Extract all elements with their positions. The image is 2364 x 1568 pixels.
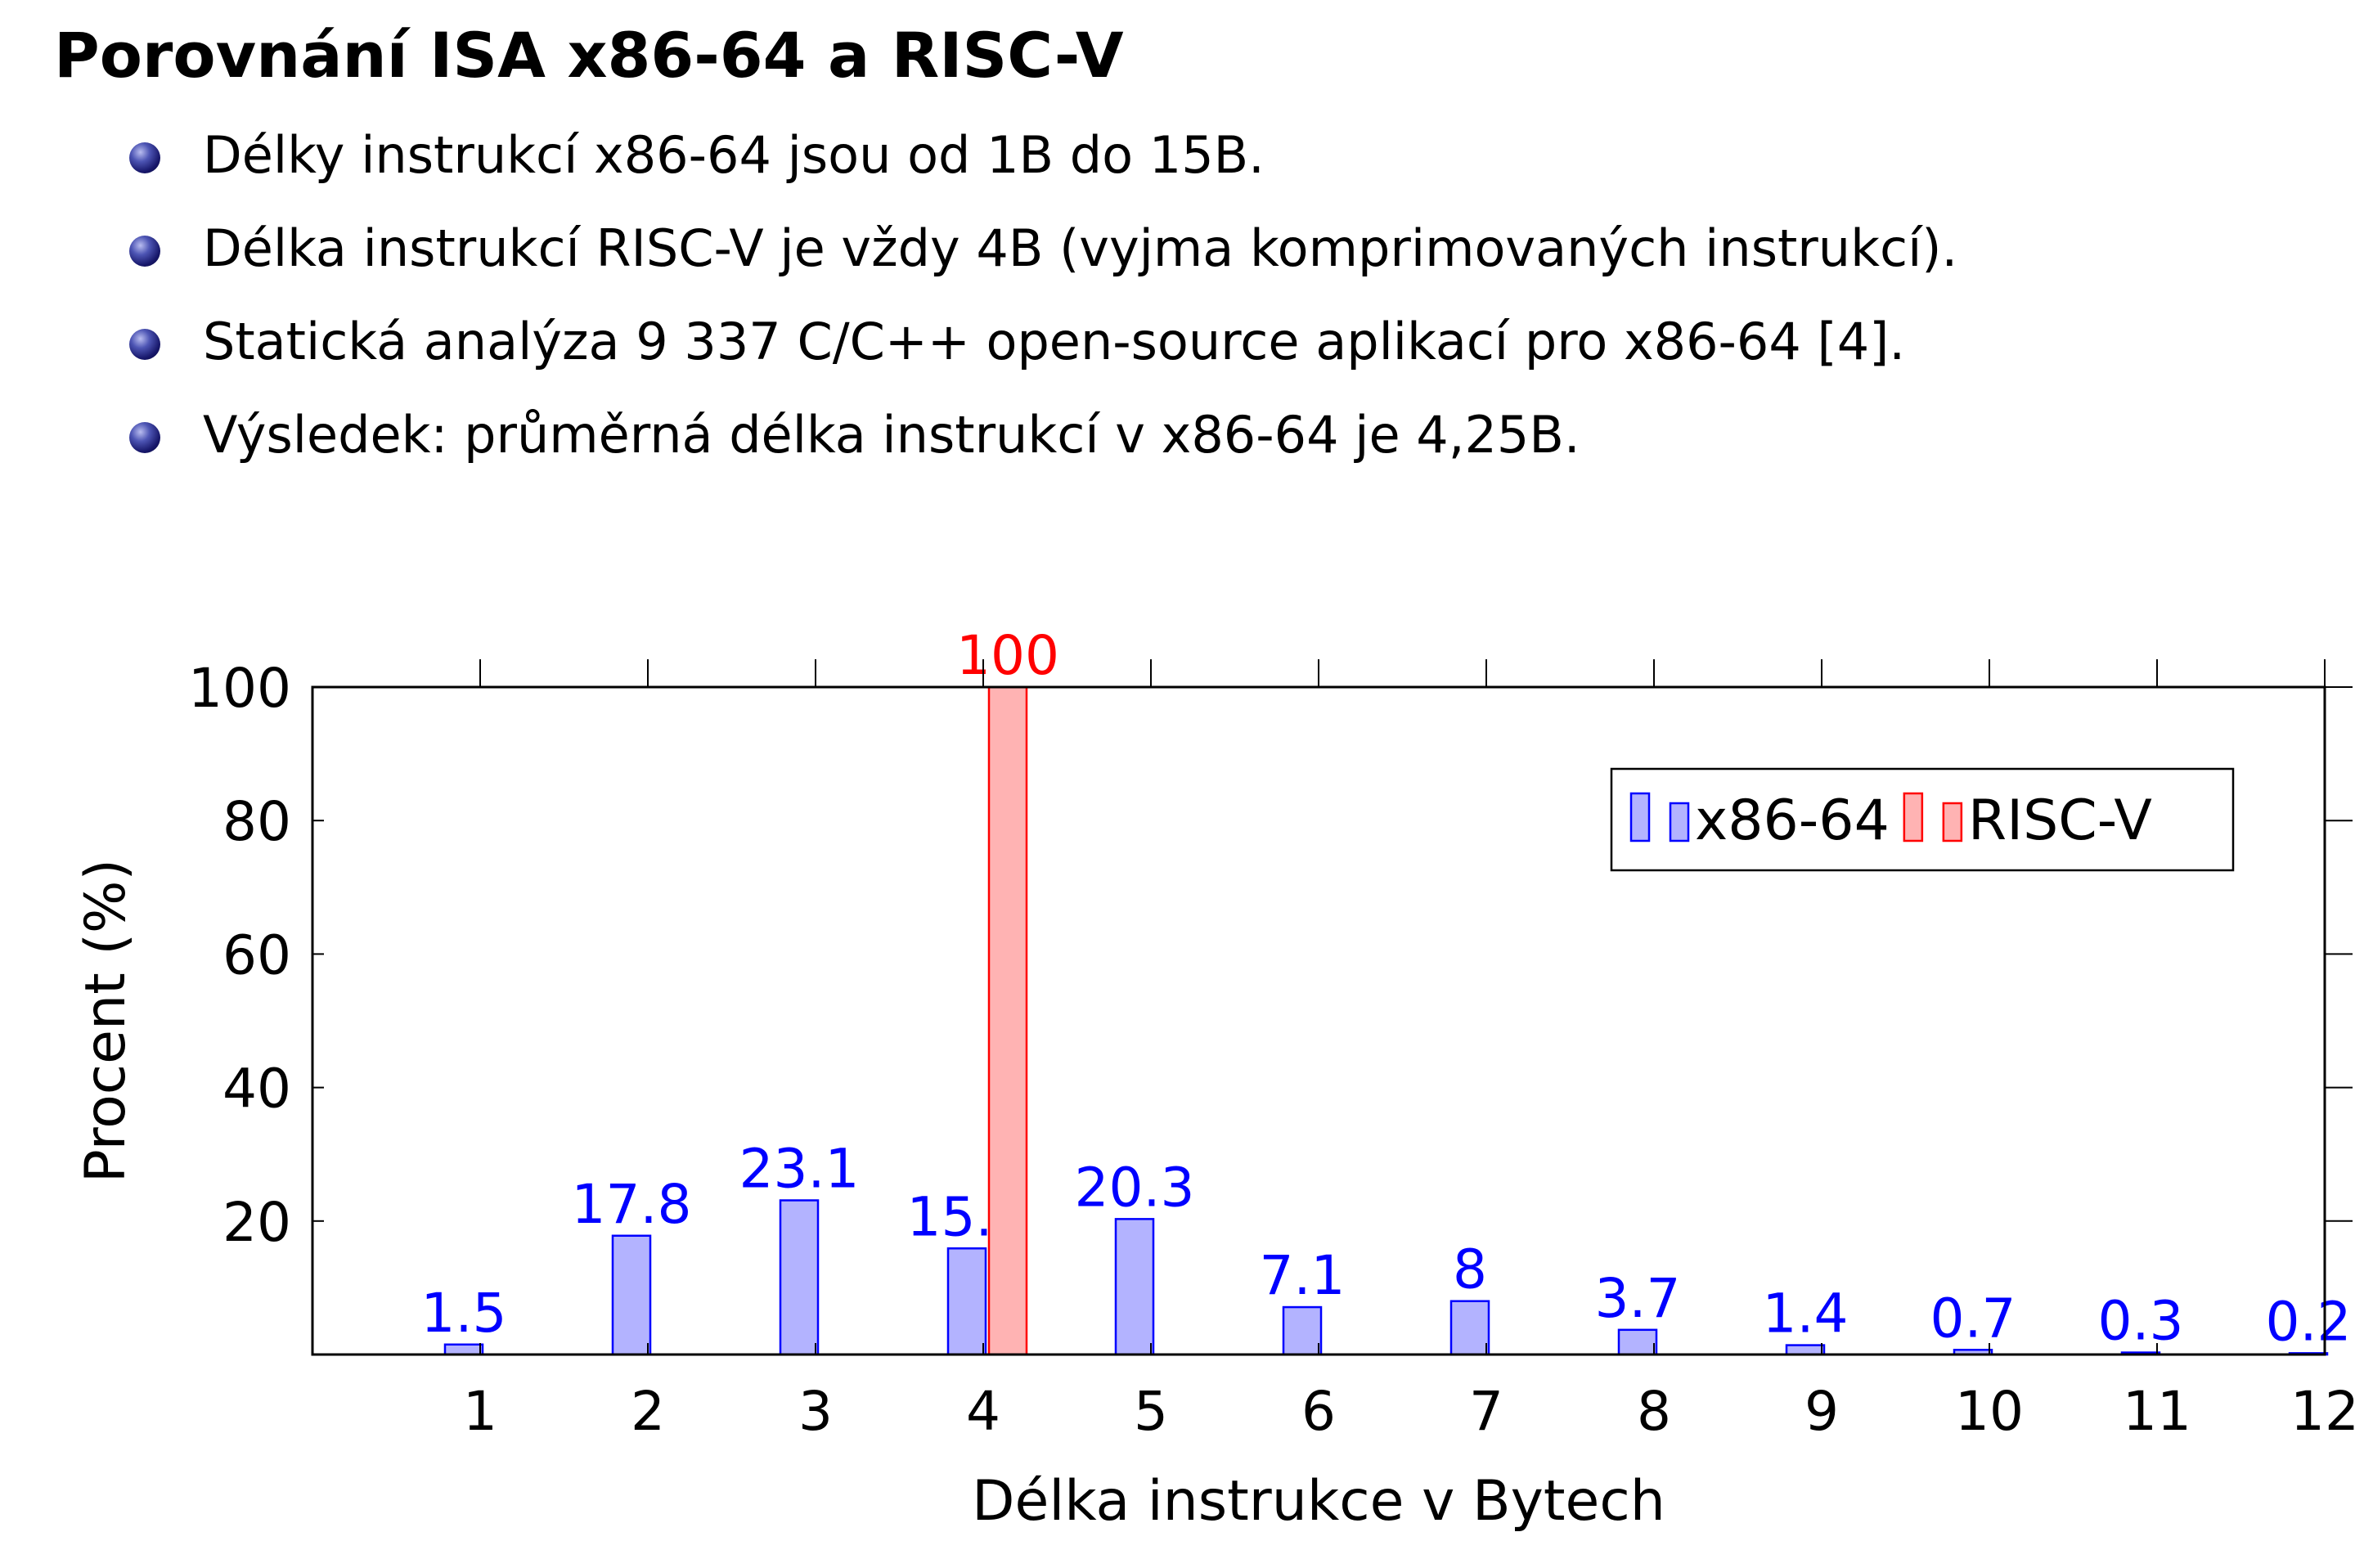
y-tick-label: 40 <box>222 1058 291 1121</box>
bullet-item: Délky instrukcí x86-64 jsou od 1B do 15B… <box>123 115 1957 208</box>
bar-x86-64-9 <box>1785 1344 1826 1356</box>
y-tick-label: 100 <box>188 657 291 720</box>
legend-swatch <box>1629 792 1651 842</box>
bullet-item: Délka instrukcí RISC-V je vždy 4B (vyjma… <box>123 208 1957 301</box>
bullet-text: Délky instrukcí x86-64 jsou od 1B do 15B… <box>203 125 1265 185</box>
bar-chart: 1.517.823.115.9 20.37.1 8 3.7 1.4 0.7 0.3 0.210… <box>74 624 2359 1534</box>
y-tick-label: 80 <box>222 790 291 853</box>
sphere-bullet-icon <box>129 329 160 360</box>
legend-swatch <box>1903 792 1924 842</box>
data-label-x86-64-12: 0.2 <box>2266 1290 2352 1353</box>
x-tick-label: 9 <box>1804 1380 1839 1443</box>
y-tick-label: 20 <box>222 1191 291 1254</box>
data-label-x86-64-1: 1.5 <box>421 1282 507 1345</box>
bar-x86-64-2 <box>611 1234 652 1356</box>
x-tick-label: 4 <box>966 1380 1000 1443</box>
x-tick-label: 6 <box>1301 1380 1336 1443</box>
slide-title: Porovnání ISA x86-64 a RISC-V <box>54 19 1124 92</box>
y-tick-label: 60 <box>222 923 291 986</box>
data-label-x86-64-2: 17.8 <box>572 1173 692 1236</box>
data-label-x86-64-10: 0.7 <box>1930 1287 2016 1350</box>
bar-x86-64-4 <box>946 1247 987 1356</box>
legend-swatch <box>1669 802 1690 842</box>
data-label-x86-64-11: 0.3 <box>2098 1290 2184 1353</box>
bar-x86-64-6 <box>1282 1305 1323 1356</box>
x-tick-label: 5 <box>1134 1380 1168 1443</box>
sphere-bullet-icon <box>129 236 160 267</box>
data-label-x86-64-6: 7.1 <box>1260 1244 1346 1307</box>
y-axis-label: Procent (%) <box>74 859 138 1183</box>
bullet-list: Délky instrukcí x86-64 jsou od 1B do 15B… <box>123 115 1957 487</box>
data-label-x86-64-7: 8 <box>1453 1238 1487 1301</box>
data-label-risc-v-4: 100 <box>956 624 1059 687</box>
data-label-x86-64-3: 23.1 <box>739 1138 860 1201</box>
x-tick-label: 10 <box>1955 1380 2024 1443</box>
x-tick-label: 11 <box>2123 1380 2191 1443</box>
bar-x86-64-7 <box>1449 1300 1490 1356</box>
x-axis-label: Délka instrukce v Bytech <box>972 1469 1665 1534</box>
bullet-item: Výsledek: průměrná délka instrukcí v x86… <box>123 394 1957 487</box>
data-label-x86-64-8: 3.7 <box>1595 1267 1681 1330</box>
x-tick-label: 3 <box>798 1380 833 1443</box>
legend-label-x86-64: x86-64 <box>1695 788 1890 853</box>
bullet-text: Výsledek: průměrná délka instrukcí v x86… <box>203 405 1580 465</box>
x-tick-label: 12 <box>2290 1380 2359 1443</box>
data-label-x86-64-5: 20.3 <box>1075 1156 1195 1219</box>
x-tick-label: 1 <box>463 1380 497 1443</box>
bar-risc-v-4 <box>987 685 1028 1356</box>
x-tick-label: 8 <box>1637 1380 1671 1443</box>
bullet-text: Statická analýza 9 337 C/C++ open-source… <box>203 312 1906 371</box>
data-label-x86-64-9: 1.4 <box>1763 1283 1849 1346</box>
bar-x86-64-3 <box>779 1199 820 1356</box>
x-tick-label: 7 <box>1469 1380 1503 1443</box>
legend-label-risc-v: RISC-V <box>1968 788 2152 853</box>
x-tick-label: 2 <box>631 1380 665 1443</box>
sphere-bullet-icon <box>129 142 160 173</box>
bar-x86-64-8 <box>1617 1328 1658 1356</box>
bar-x86-64-5 <box>1114 1218 1155 1356</box>
bar-x86-64-1 <box>443 1343 484 1356</box>
bullet-item: Statická analýza 9 337 C/C++ open-source… <box>123 301 1957 394</box>
legend-swatch <box>1942 802 1963 842</box>
sphere-bullet-icon <box>129 422 160 453</box>
bullet-text: Délka instrukcí RISC-V je vždy 4B (vyjma… <box>203 218 1958 278</box>
